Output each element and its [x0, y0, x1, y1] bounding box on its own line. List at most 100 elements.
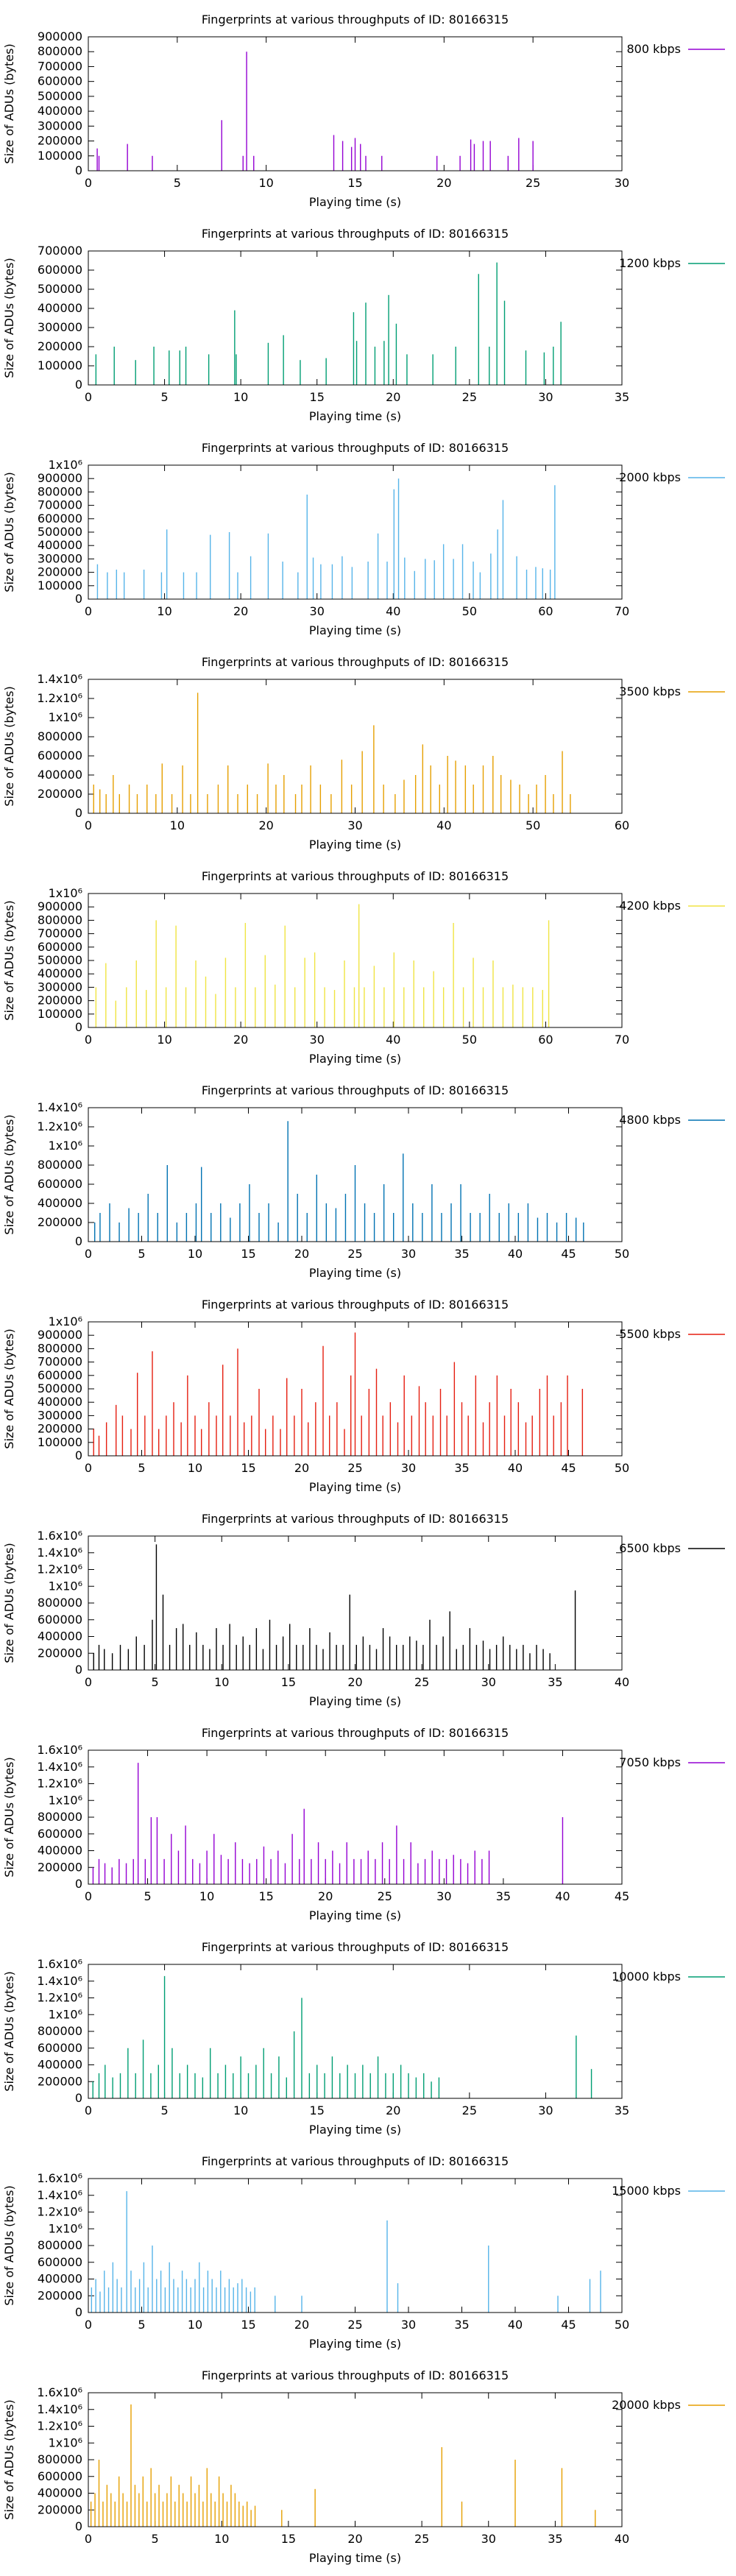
y-tick-label: 500000 — [38, 525, 82, 539]
y-tick-label: 800000 — [38, 1158, 82, 1172]
x-tick-label: 20 — [294, 1461, 309, 1475]
y-tick-label: 800000 — [38, 2238, 82, 2252]
x-tick-label: 35 — [454, 1461, 469, 1475]
y-tick-label: 1.4x10⁶ — [37, 2188, 82, 2202]
y-axis-label: Size of ADUs (bytes) — [2, 472, 16, 592]
y-tick-label: 1.4x10⁶ — [37, 672, 82, 686]
x-tick-label: 15 — [281, 1675, 296, 1689]
legend-label: 2000 kbps — [619, 470, 681, 484]
x-tick-label: 45 — [561, 1461, 576, 1475]
x-tick-label: 25 — [347, 1247, 362, 1261]
plot-border — [88, 2392, 623, 2527]
y-tick-label: 100000 — [38, 578, 82, 592]
y-tick-label: 800000 — [38, 1596, 82, 1610]
y-tick-label: 1.6x10⁶ — [37, 2385, 82, 2399]
y-axis-label: Size of ADUs (bytes) — [2, 900, 16, 1020]
y-tick-label: 1.4x10⁶ — [37, 1974, 82, 1988]
x-tick-label: 25 — [526, 176, 540, 190]
chart-title: Fingerprints at various throughputs of I… — [202, 1083, 509, 1097]
x-tick-label: 10 — [214, 2532, 229, 2546]
x-axis-label: Playing time (s) — [309, 838, 401, 852]
x-tick-label: 20 — [386, 390, 400, 404]
x-tick-label: 10 — [157, 1033, 171, 1047]
x-tick-label: 0 — [85, 2103, 92, 2117]
y-tick-label: 300000 — [38, 118, 82, 132]
y-tick-label: 600000 — [38, 74, 82, 88]
x-tick-label: 5 — [138, 1461, 145, 1475]
x-tick-label: 0 — [85, 1461, 92, 1475]
x-tick-label: 40 — [615, 1675, 629, 1689]
y-axis-label: Size of ADUs (bytes) — [2, 686, 16, 806]
chart-svg: Fingerprints at various throughputs of I… — [2, 2368, 725, 2565]
y-tick-label: 1.2x10⁶ — [37, 2205, 82, 2219]
x-axis-label: Playing time (s) — [309, 2551, 401, 2565]
y-tick-label: 200000 — [38, 2074, 82, 2088]
chart-svg: Fingerprints at various throughputs of I… — [2, 227, 725, 423]
y-tick-label: 600000 — [38, 1177, 82, 1191]
chart-panel: Fingerprints at various throughputs of I… — [0, 214, 736, 428]
x-axis-label: Playing time (s) — [309, 1908, 401, 1922]
chart-title: Fingerprints at various throughputs of I… — [202, 13, 509, 26]
x-tick-label: 0 — [85, 176, 92, 190]
y-tick-label: 0 — [75, 1448, 82, 1462]
y-axis-label: Size of ADUs (bytes) — [2, 2185, 16, 2305]
x-axis-label: Playing time (s) — [309, 2123, 401, 2137]
y-tick-label: 1.2x10⁶ — [37, 1119, 82, 1133]
x-tick-label: 0 — [85, 1675, 92, 1689]
x-tick-label: 60 — [615, 818, 629, 832]
y-tick-label: 500000 — [38, 1381, 82, 1395]
y-tick-label: 200000 — [38, 134, 82, 148]
y-tick-label: 400000 — [38, 1395, 82, 1409]
y-tick-label: 500000 — [38, 89, 82, 103]
y-tick-label: 0 — [75, 2519, 82, 2533]
legend-label: 6500 kbps — [619, 1541, 681, 1555]
y-tick-label: 900000 — [38, 29, 82, 43]
chart-svg: Fingerprints at various throughputs of I… — [2, 13, 725, 209]
x-tick-label: 20 — [294, 2318, 309, 2332]
chart-panel: Fingerprints at various throughputs of I… — [0, 643, 736, 857]
legend-label: 15000 kbps — [612, 2184, 681, 2198]
x-axis-label: Playing time (s) — [309, 1266, 401, 1280]
y-tick-label: 400000 — [38, 1196, 82, 1210]
x-tick-label: 25 — [347, 2318, 362, 2332]
chart-title: Fingerprints at various throughputs of I… — [202, 2154, 509, 2168]
plot-border — [88, 1964, 623, 2099]
x-tick-label: 15 — [258, 1889, 273, 1903]
y-tick-label: 1x10⁶ — [49, 1314, 82, 1328]
x-tick-label: 5 — [152, 2532, 159, 2546]
y-tick-label: 1.2x10⁶ — [37, 1991, 82, 2005]
y-tick-label: 500000 — [38, 953, 82, 967]
y-tick-label: 700000 — [38, 927, 82, 941]
y-tick-label: 1x10⁶ — [49, 1793, 82, 1807]
x-tick-label: 15 — [347, 176, 362, 190]
x-tick-label: 30 — [481, 1675, 496, 1689]
y-tick-label: 800000 — [38, 913, 82, 927]
y-axis-label: Size of ADUs (bytes) — [2, 43, 16, 163]
plot-border — [88, 1107, 623, 1242]
y-tick-label: 0 — [75, 1234, 82, 1248]
x-tick-label: 35 — [454, 2318, 469, 2332]
plot-border — [88, 893, 623, 1028]
x-tick-label: 0 — [85, 2532, 92, 2546]
x-tick-label: 10 — [188, 1247, 202, 1261]
chart-panel: Fingerprints at various throughputs of I… — [0, 2142, 736, 2356]
x-tick-label: 30 — [310, 604, 325, 618]
legend-label: 4800 kbps — [619, 1113, 681, 1127]
plot-border — [88, 1535, 623, 1671]
x-tick-label: 30 — [436, 1889, 451, 1903]
y-tick-label: 200000 — [38, 1215, 82, 1229]
x-tick-label: 30 — [310, 1033, 325, 1047]
x-tick-label: 60 — [538, 1033, 553, 1047]
x-tick-label: 30 — [401, 1247, 416, 1261]
y-tick-label: 400000 — [38, 2058, 82, 2072]
y-tick-label: 400000 — [38, 768, 82, 782]
chart-title: Fingerprints at various throughputs of I… — [202, 227, 509, 241]
x-tick-label: 30 — [538, 2103, 553, 2117]
y-tick-label: 1x10⁶ — [49, 1579, 82, 1593]
y-tick-label: 400000 — [38, 2272, 82, 2286]
y-tick-label: 800000 — [38, 1341, 82, 1355]
x-tick-label: 0 — [85, 604, 92, 618]
x-tick-label: 20 — [294, 1247, 309, 1261]
y-tick-label: 1.4x10⁶ — [37, 2402, 82, 2416]
